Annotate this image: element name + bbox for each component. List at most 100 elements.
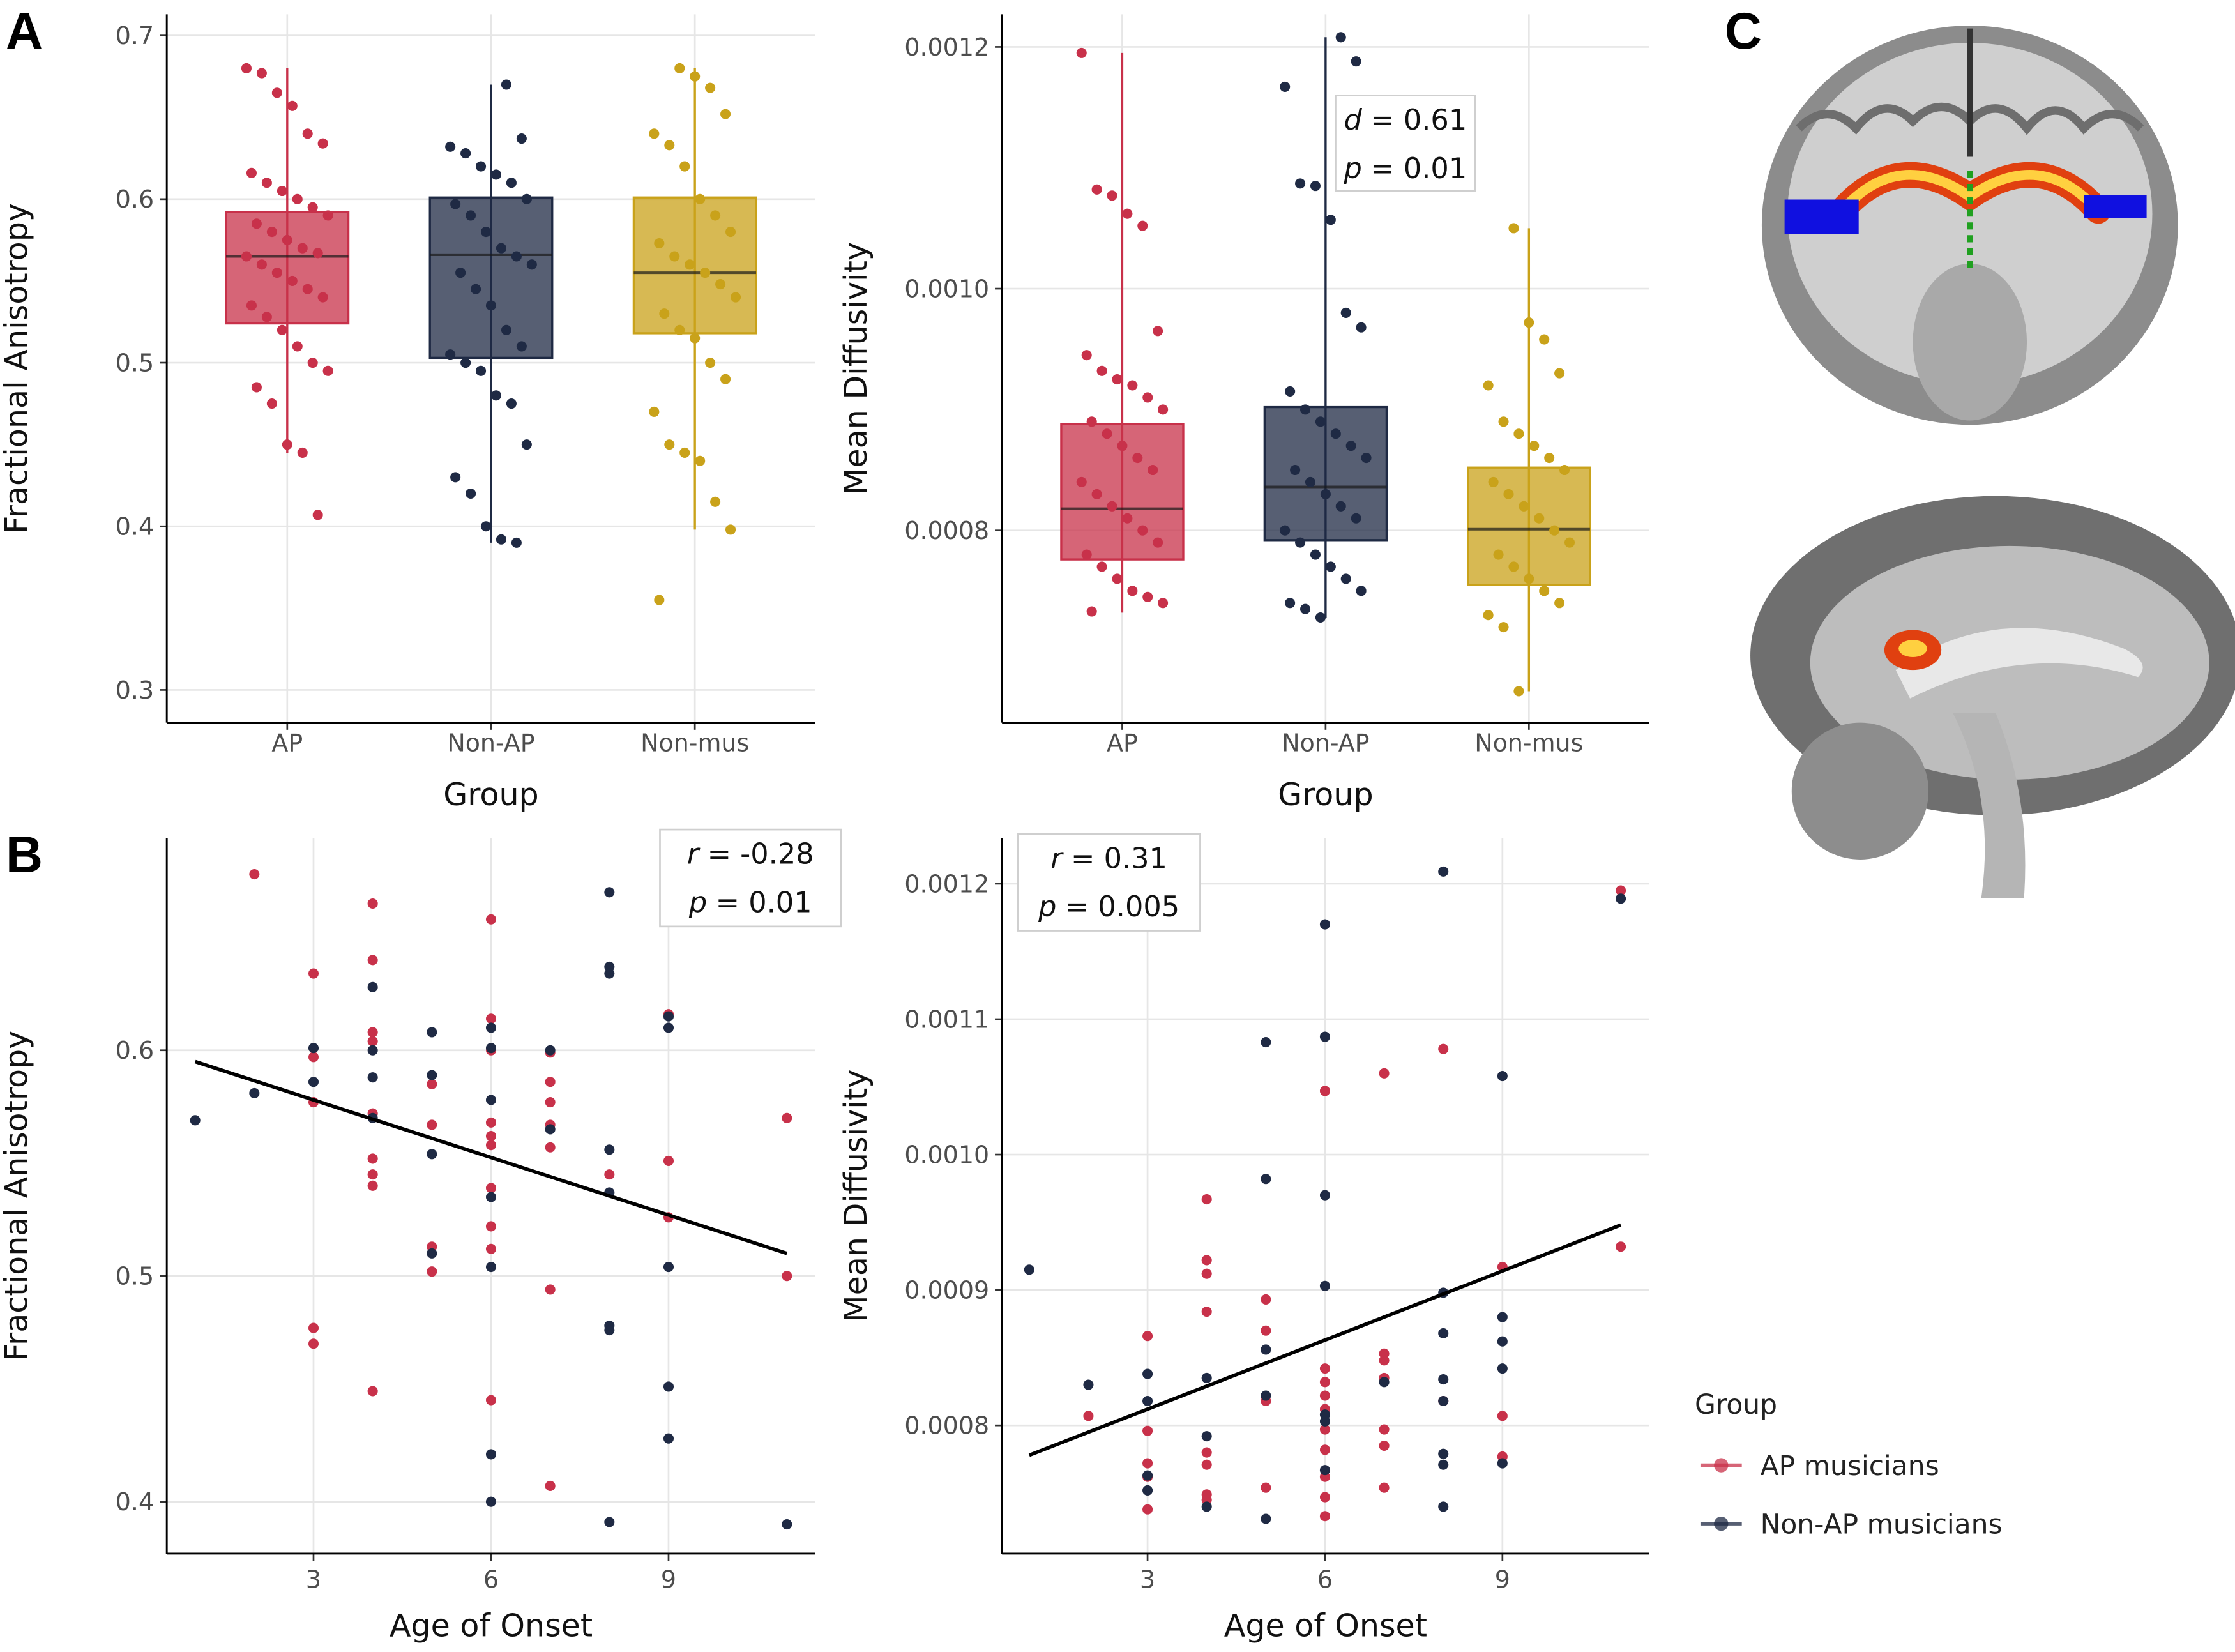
point [1379, 1068, 1390, 1079]
point [485, 300, 497, 311]
point [485, 914, 497, 925]
point [649, 406, 660, 417]
stat-text: p = 0.005 [1038, 890, 1179, 923]
point [506, 178, 517, 188]
point [1319, 1086, 1330, 1096]
point [1112, 374, 1123, 385]
point [1379, 1482, 1390, 1493]
point [1142, 1458, 1153, 1469]
point [292, 341, 303, 352]
point [1438, 1043, 1449, 1054]
point [322, 210, 333, 221]
legend-dot [1714, 1458, 1729, 1473]
point [1616, 893, 1626, 904]
point [545, 1124, 556, 1135]
x-tick-label: 3 [306, 1566, 321, 1594]
point [545, 1284, 556, 1295]
point [1379, 1377, 1390, 1388]
point [501, 79, 511, 90]
panel-label: C [1725, 3, 1762, 60]
point [1083, 1411, 1094, 1421]
point [1508, 223, 1519, 234]
point [1503, 489, 1514, 499]
point [256, 259, 267, 270]
point [1261, 1174, 1271, 1185]
point [1483, 380, 1494, 391]
point [455, 268, 466, 278]
stat-box [1017, 833, 1201, 932]
point [1083, 1379, 1094, 1390]
fit-line [194, 1059, 788, 1255]
point [485, 1496, 497, 1507]
point [1081, 350, 1092, 361]
point [445, 349, 456, 360]
point [1356, 322, 1367, 333]
point [308, 1077, 319, 1087]
point [1201, 1372, 1212, 1383]
stat-value: = 0.01 [1370, 152, 1467, 185]
point [1559, 464, 1570, 476]
point [322, 365, 333, 376]
point [1483, 610, 1494, 621]
point [1290, 464, 1301, 476]
point [1513, 686, 1524, 697]
y-tick-label: 0.0008 [904, 517, 989, 545]
point [450, 199, 461, 209]
point [241, 251, 252, 262]
point [1564, 537, 1575, 548]
point [1320, 489, 1331, 499]
point [1315, 416, 1326, 427]
point [1201, 1501, 1212, 1512]
box [632, 196, 757, 335]
point [511, 251, 522, 262]
point [1534, 513, 1545, 524]
x-axis-title: Age of Onset [390, 1607, 593, 1644]
point [1554, 368, 1565, 379]
point [1261, 1037, 1271, 1048]
point [249, 1087, 260, 1098]
point [367, 1072, 378, 1083]
box [1467, 466, 1591, 586]
point [1319, 1363, 1330, 1374]
point [307, 357, 318, 368]
point [475, 161, 487, 172]
point [664, 140, 675, 151]
point [427, 1070, 437, 1080]
point [427, 1149, 437, 1160]
point [485, 1022, 497, 1033]
point [317, 138, 328, 149]
point [1319, 1390, 1330, 1401]
point [1519, 501, 1529, 512]
point [690, 333, 701, 344]
point [1319, 1444, 1330, 1455]
x-tick-label: Non-mus [1474, 729, 1583, 757]
point [1319, 1031, 1330, 1042]
point [1497, 1458, 1508, 1469]
point [1142, 1368, 1153, 1379]
point [720, 109, 731, 119]
point [1158, 598, 1169, 609]
point [271, 87, 282, 98]
point [545, 1077, 556, 1087]
point [367, 955, 378, 966]
point [604, 1517, 615, 1527]
point [1616, 1241, 1626, 1252]
x-tick-label: Non-AP [1282, 729, 1369, 757]
stat-value: = 0.61 [1370, 103, 1467, 137]
point [1325, 215, 1336, 225]
y-tick-label: 0.6 [116, 185, 154, 213]
point [367, 1180, 378, 1191]
point [308, 1322, 319, 1333]
point [730, 292, 741, 303]
point [604, 887, 615, 898]
point [1261, 1482, 1271, 1493]
point [292, 193, 303, 204]
point [1325, 561, 1336, 572]
point [1201, 1459, 1212, 1470]
point [604, 1144, 615, 1155]
y-tick-label: 0.0012 [904, 870, 989, 898]
y-axis-title: Fractional Anisotropy [0, 1031, 34, 1361]
point [490, 169, 502, 180]
point [445, 141, 456, 152]
